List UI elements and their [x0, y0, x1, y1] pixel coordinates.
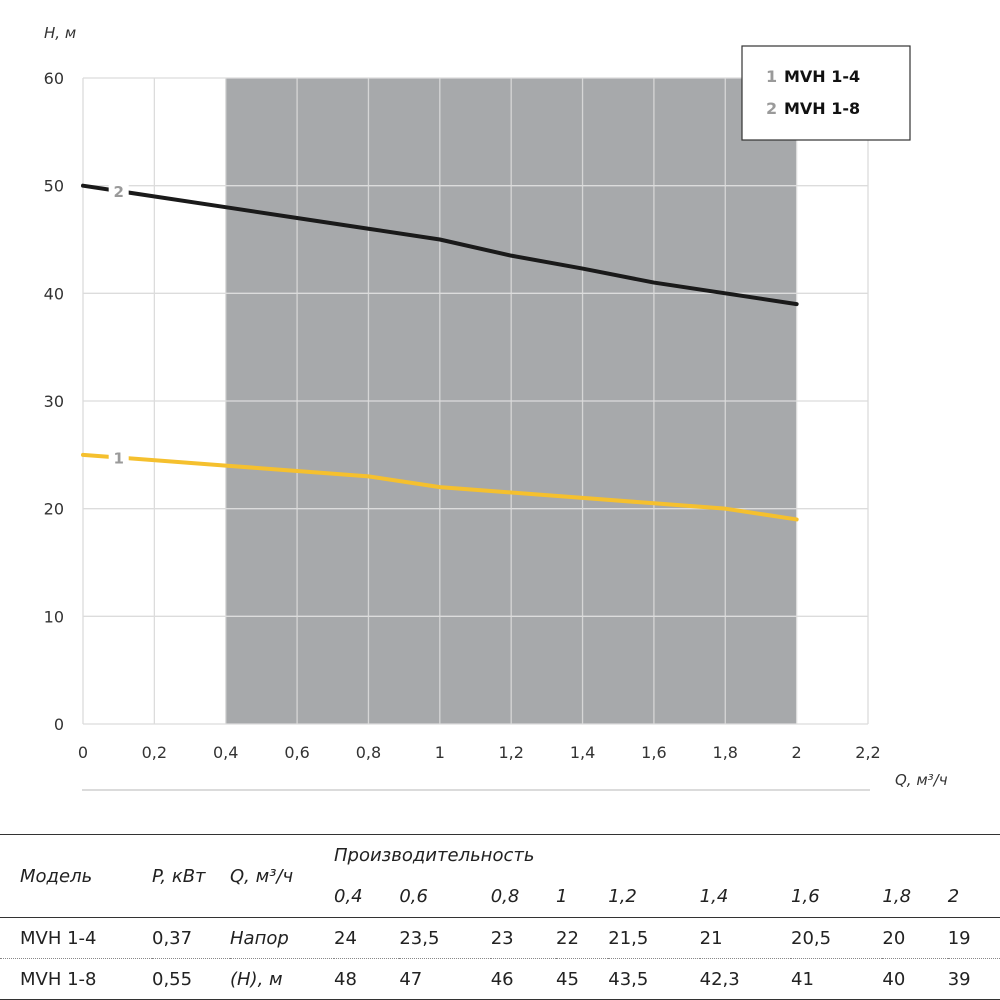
- cell-value: 19: [947, 917, 1000, 959]
- cell-value: 46: [490, 958, 557, 1000]
- cell-value: 40: [882, 958, 948, 1000]
- table-header-row-2: 0,4 0,6 0,8 1 1,2 1,4 1,6 1,8 2: [0, 875, 1000, 918]
- y-tick-label: 60: [44, 69, 64, 88]
- cell-value: 22: [556, 917, 609, 959]
- y-tick-label: 20: [44, 500, 64, 519]
- cell-value: 45: [556, 958, 609, 1000]
- y-tick-label: 50: [44, 177, 64, 196]
- header-q-value: 0,4: [334, 885, 363, 907]
- cell-value: 23: [490, 917, 557, 959]
- legend-box: [741, 45, 911, 141]
- legend-number-2: 2: [766, 99, 777, 118]
- header-q-value: 1: [556, 885, 568, 907]
- y-tick-label: 10: [44, 607, 64, 626]
- header-performance: Производительность: [334, 844, 535, 866]
- cell-value: 48: [334, 958, 400, 1000]
- cell-value: 23,5: [399, 917, 491, 959]
- table-row: MVH 1-4 0,37 Напор 24 23,5 23 22 21,5 21 20,5 2…: [0, 917, 1000, 959]
- header-q-value: 1,2: [608, 885, 637, 907]
- header-q-value: 1,6: [791, 885, 820, 907]
- x-tick-label: 0: [78, 743, 88, 762]
- header-q-value: 0,8: [490, 885, 520, 907]
- curve-label-bg: [108, 181, 129, 202]
- header-power: P, кВт: [152, 865, 206, 887]
- header-q-value: 2: [947, 885, 960, 907]
- header-q-value: 1,4: [699, 885, 729, 907]
- y-tick-label: 30: [44, 392, 64, 411]
- y-axis-title: H, м: [44, 24, 76, 42]
- cell-value: 21: [699, 917, 792, 959]
- curve-label-bg: [108, 447, 129, 468]
- x-tick-label: 1,6: [641, 743, 666, 762]
- row-power: 0,37: [152, 917, 230, 959]
- series-group: 12: [81, 181, 799, 522]
- performance-table: Модель P, кВт Q, м³/ч Производительность…: [0, 834, 1000, 1000]
- cell-value: 47: [399, 958, 491, 1000]
- header-q-value: 1,8: [882, 885, 912, 907]
- x-tick-label: 1,8: [713, 743, 738, 762]
- x-tick-label: 0,4: [213, 743, 238, 762]
- legend-number-1: 1: [766, 67, 777, 86]
- x-tick-label: 2,2: [855, 743, 880, 762]
- x-tick-label: 0,8: [356, 743, 381, 762]
- table-row: MVH 1-8 0,55 (H), м 48 47 46 45 43,5 42,3 41 40…: [0, 958, 1000, 1000]
- grid-lines: [82, 77, 869, 725]
- header-model: Модель: [20, 865, 93, 887]
- x-axis-title: Q, м³/ч: [895, 771, 948, 789]
- pump-head-chart: 0 10 20 30 40 50 60 0 0,2 0,4 0,6 0,8 1 1,2 1,4 1,6 1,8…: [44, 24, 948, 791]
- curve-label-1: 1: [113, 450, 123, 468]
- x-tick-label: 1,4: [570, 743, 595, 762]
- cell-value: 24: [334, 917, 400, 959]
- cell-value: 42,3: [699, 958, 792, 1000]
- series-line-1: [81, 452, 799, 522]
- cell-value: 41: [791, 958, 883, 1000]
- x-tick-label: 0,6: [284, 743, 309, 762]
- head-label-1: Напор: [230, 917, 334, 959]
- head-label-2: (H), м: [230, 958, 334, 1000]
- x-axis-ticks: 0 0,2 0,4 0,6 0,8 1 1,2 1,4 1,6 1,8 2 2,2: [78, 743, 881, 762]
- series-line-2: [81, 183, 799, 307]
- cell-value: 20,5: [791, 917, 883, 959]
- x-tick-label: 1: [435, 743, 445, 762]
- x-tick-label: 1,2: [498, 743, 523, 762]
- x-tick-label: 0,2: [142, 743, 167, 762]
- header-flow: Q, м³/ч: [230, 865, 294, 887]
- curve-label-2: 2: [113, 183, 123, 201]
- legend-entry-1: MVH 1-4: [784, 67, 860, 86]
- header-q-value: 0,6: [399, 885, 428, 907]
- legend: 1 MVH 1-4 2 MVH 1-8: [741, 45, 911, 141]
- row-power: 0,55: [152, 958, 230, 1000]
- y-tick-label: 40: [44, 284, 64, 303]
- x-tick-label: 2: [792, 743, 802, 762]
- y-tick-label: 0: [54, 715, 64, 734]
- cell-value: 43,5: [608, 958, 700, 1000]
- cell-value: 20: [882, 917, 948, 959]
- row-model: MVH 1-8: [0, 958, 152, 1000]
- cell-value: 39: [947, 958, 1000, 1000]
- legend-entry-2: MVH 1-8: [784, 99, 860, 118]
- cell-value: 21,5: [608, 917, 700, 959]
- row-model: MVH 1-4: [0, 917, 152, 959]
- table-header-row-1: Модель P, кВт Q, м³/ч Производительность: [0, 834, 1000, 887]
- y-axis-ticks: 0 10 20 30 40 50 60: [44, 69, 64, 734]
